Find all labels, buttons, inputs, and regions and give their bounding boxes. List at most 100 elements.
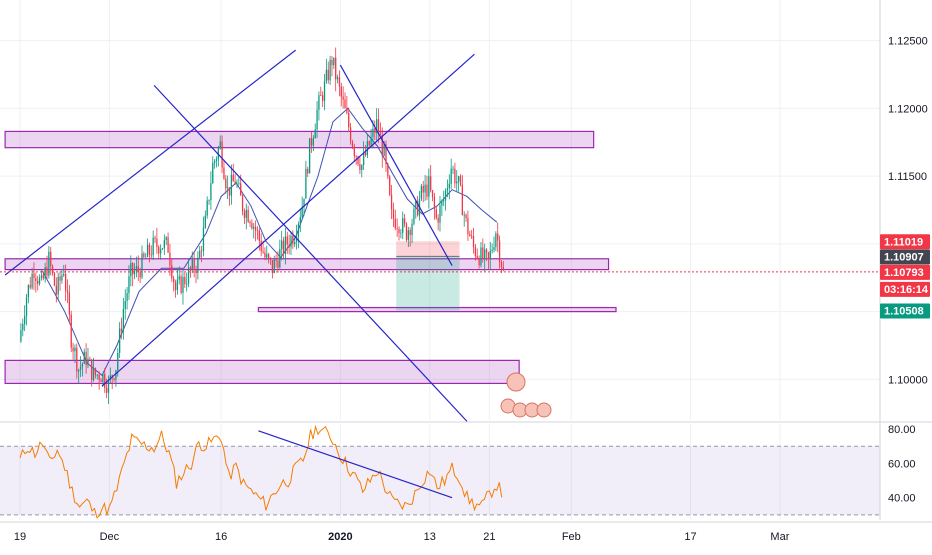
candle-body xyxy=(450,168,452,184)
candle-body xyxy=(413,208,415,224)
candle-body xyxy=(253,226,255,229)
candle-body xyxy=(213,161,216,163)
time-tick-label: 16 xyxy=(215,531,227,543)
candle-body xyxy=(416,201,419,216)
candle-body xyxy=(471,236,473,237)
candle-body xyxy=(411,223,413,235)
candle-body xyxy=(398,228,400,233)
candle-body xyxy=(271,259,274,273)
candle-body xyxy=(42,275,44,279)
candle-body xyxy=(182,276,184,293)
candle-body xyxy=(448,183,450,189)
candle-body xyxy=(117,352,119,371)
candle-body xyxy=(279,249,281,268)
time-tick-label: 17 xyxy=(684,531,696,543)
candle-body xyxy=(87,358,89,366)
candle-body xyxy=(472,236,475,247)
candle-body xyxy=(180,276,182,293)
candle-body xyxy=(370,136,372,146)
candle-body xyxy=(277,260,279,268)
candle-body xyxy=(186,283,188,285)
trendlines[interactable] xyxy=(4,49,475,422)
candle-body xyxy=(275,259,277,261)
time-tick-label: Mar xyxy=(770,531,789,543)
event-icon[interactable] xyxy=(506,372,526,392)
candle-body xyxy=(184,276,186,284)
price-badge xyxy=(880,281,930,297)
candle-body xyxy=(63,273,65,276)
candle-body xyxy=(387,163,389,177)
candle-body xyxy=(236,183,238,185)
candle-body xyxy=(135,266,138,272)
candle-body xyxy=(189,267,192,270)
candle-body xyxy=(25,297,28,317)
candle-body xyxy=(381,135,383,156)
candle-body xyxy=(478,257,480,266)
candle-body xyxy=(145,256,147,258)
candle-body xyxy=(487,252,490,260)
candle-body xyxy=(457,176,460,182)
candle-body xyxy=(474,246,477,257)
candle-body xyxy=(260,240,262,252)
candle-body xyxy=(141,253,143,278)
candle-body xyxy=(286,236,288,245)
candle-body xyxy=(396,228,398,230)
candle-body xyxy=(256,230,259,232)
candle-body xyxy=(208,199,210,201)
target-zone xyxy=(396,256,460,311)
candle-body xyxy=(40,275,43,278)
candle-body xyxy=(443,200,445,202)
candle-body xyxy=(500,261,503,268)
candle-body xyxy=(463,214,465,216)
trendline xyxy=(101,53,475,387)
candle-body xyxy=(383,143,385,156)
candle-body xyxy=(351,141,354,148)
event-icon[interactable] xyxy=(536,402,552,418)
candle-body xyxy=(329,59,331,81)
candle-body xyxy=(148,244,151,255)
zone-rect xyxy=(257,306,617,313)
candle-body xyxy=(104,373,106,388)
candle-body xyxy=(232,174,234,182)
candle-body xyxy=(193,258,195,271)
candle-body xyxy=(96,374,98,376)
candle-body xyxy=(288,244,290,248)
candle-body xyxy=(357,156,359,165)
candle-body xyxy=(89,358,91,360)
candle-body xyxy=(273,259,275,273)
candle-body xyxy=(415,201,417,209)
candle-body xyxy=(171,265,173,279)
candle-body xyxy=(344,99,346,109)
short-position-tool[interactable] xyxy=(396,241,460,311)
price-axis[interactable]: 1.125001.120001.115001.110001.105001.100… xyxy=(879,0,930,520)
candle-body xyxy=(163,239,165,249)
candle-body xyxy=(409,230,411,235)
candle-body xyxy=(128,276,130,294)
candle-body xyxy=(206,200,208,216)
candle-body xyxy=(480,247,482,266)
candle-body xyxy=(340,86,342,97)
candle-body xyxy=(59,276,61,281)
candle-body xyxy=(187,267,190,284)
candle-body xyxy=(493,247,495,250)
candle-body xyxy=(225,178,227,189)
candle-body xyxy=(50,251,52,267)
candle-body xyxy=(292,235,294,245)
candle-body xyxy=(91,359,93,380)
candle-body xyxy=(146,244,149,257)
candle-body xyxy=(469,234,471,237)
economic-events[interactable] xyxy=(500,372,552,418)
candle-body xyxy=(70,314,72,348)
candle-body xyxy=(72,347,74,352)
candle-body xyxy=(79,366,82,370)
candle-body xyxy=(48,251,50,276)
rsi-tick-label: 80.00 xyxy=(888,424,916,436)
candle-body xyxy=(53,273,56,286)
candle-body xyxy=(122,308,125,332)
candle-body xyxy=(240,183,242,196)
candle-body xyxy=(44,267,46,279)
rsi-pane xyxy=(0,421,932,519)
time-axis[interactable]: 19 Dec 16 2020 13 21 Feb 17 Mar xyxy=(0,521,932,543)
candle-body xyxy=(301,206,303,218)
